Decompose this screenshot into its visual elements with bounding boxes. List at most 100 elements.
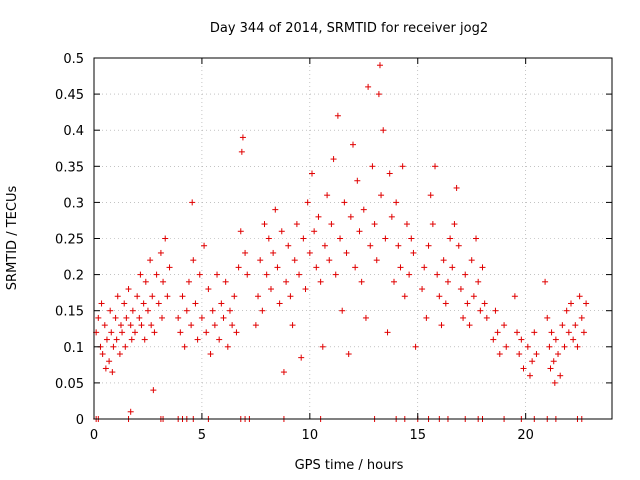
data-point xyxy=(283,278,290,285)
data-point xyxy=(150,387,157,394)
data-point xyxy=(453,184,460,191)
data-point xyxy=(319,343,326,350)
x-axis-tick-labels: 0 5 10 15 20 xyxy=(90,428,534,443)
data-point xyxy=(207,351,214,358)
data-point xyxy=(179,293,186,300)
data-point xyxy=(380,127,387,134)
data-point xyxy=(185,278,192,285)
data-point xyxy=(520,365,527,372)
data-point xyxy=(455,242,462,249)
data-point xyxy=(531,329,538,336)
data-point xyxy=(257,257,264,264)
data-point xyxy=(382,235,389,242)
data-point xyxy=(477,307,484,314)
data-point xyxy=(425,242,432,249)
data-point xyxy=(557,372,564,379)
data-point xyxy=(153,271,160,278)
data-point xyxy=(272,206,279,213)
data-point xyxy=(442,300,449,307)
data-point xyxy=(419,286,426,293)
data-point xyxy=(300,235,307,242)
data-point xyxy=(218,300,225,307)
data-point xyxy=(494,329,501,336)
data-point xyxy=(136,314,143,321)
data-point xyxy=(259,307,266,314)
data-point xyxy=(201,242,208,249)
y-tick-label: 0.4 xyxy=(63,124,84,139)
data-point xyxy=(423,314,430,321)
data-point xyxy=(365,83,372,90)
data-point xyxy=(138,322,145,329)
y-tick-label: 0.3 xyxy=(63,196,84,211)
y-tick-label: 0.2 xyxy=(63,269,84,284)
data-point xyxy=(270,249,277,256)
data-point xyxy=(555,351,562,358)
data-point xyxy=(481,300,488,307)
data-point xyxy=(317,278,324,285)
data-point xyxy=(239,134,246,141)
data-point xyxy=(406,271,413,278)
data-point xyxy=(384,329,391,336)
data-point xyxy=(194,336,201,343)
x-axis-label: GPS time / hours xyxy=(295,458,404,473)
data-point xyxy=(244,271,251,278)
data-point xyxy=(102,365,109,372)
data-point xyxy=(526,372,533,379)
data-point xyxy=(108,329,115,336)
data-point xyxy=(160,278,167,285)
data-points xyxy=(93,62,590,422)
data-point xyxy=(524,343,531,350)
data-point xyxy=(127,322,134,329)
data-point xyxy=(280,369,287,376)
data-point xyxy=(393,199,400,206)
data-point xyxy=(347,213,354,220)
data-point xyxy=(106,358,113,365)
data-point xyxy=(99,351,106,358)
data-point xyxy=(401,293,408,300)
data-point xyxy=(447,235,454,242)
y-tick-label: 0.05 xyxy=(55,377,84,392)
data-point xyxy=(324,192,331,199)
data-point xyxy=(580,329,587,336)
data-point xyxy=(337,235,344,242)
data-point xyxy=(444,278,451,285)
grid-lines xyxy=(94,58,612,419)
data-point xyxy=(127,408,134,415)
data-point xyxy=(140,300,147,307)
data-point xyxy=(421,264,428,271)
data-point xyxy=(311,228,318,235)
data-point xyxy=(328,221,335,228)
data-point xyxy=(483,314,490,321)
data-point xyxy=(470,293,477,300)
data-point xyxy=(157,249,164,256)
data-point xyxy=(399,163,406,170)
data-point xyxy=(551,379,558,386)
data-point xyxy=(410,249,417,256)
y-axis-tick-labels: 0 0.05 0.1 0.15 0.2 0.25 0.3 0.35 0.4 0.45 0.5 xyxy=(55,52,84,428)
y-tick-label: 0.35 xyxy=(55,160,84,175)
data-point xyxy=(158,314,165,321)
data-point xyxy=(162,235,169,242)
data-point xyxy=(386,170,393,177)
x-tick-label: 0 xyxy=(90,428,98,443)
data-point xyxy=(278,228,285,235)
data-point xyxy=(358,278,365,285)
data-point xyxy=(391,278,398,285)
data-point xyxy=(192,300,199,307)
x-tick-label: 5 xyxy=(198,428,206,443)
data-point xyxy=(343,249,350,256)
data-point xyxy=(356,228,363,235)
data-point xyxy=(438,322,445,329)
data-point xyxy=(378,192,385,199)
data-point xyxy=(267,286,274,293)
data-point xyxy=(144,307,151,314)
data-point xyxy=(563,307,570,314)
data-point xyxy=(209,307,216,314)
data-point xyxy=(151,329,158,336)
data-point xyxy=(298,354,305,361)
data-point xyxy=(451,221,458,228)
data-point xyxy=(255,293,262,300)
data-point xyxy=(113,336,120,343)
data-point xyxy=(376,62,383,69)
